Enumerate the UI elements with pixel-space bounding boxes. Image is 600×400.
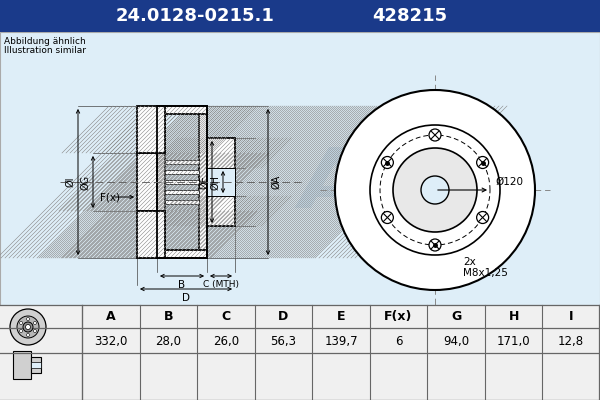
Circle shape: [382, 212, 394, 224]
Text: E: E: [337, 310, 345, 323]
Bar: [165, 200, 199, 204]
Text: 428215: 428215: [373, 7, 448, 25]
Circle shape: [25, 324, 31, 330]
Circle shape: [382, 156, 394, 168]
Text: 2x: 2x: [463, 257, 476, 267]
Bar: [137, 211, 165, 258]
Bar: [13, 351, 31, 379]
Bar: [0, 32, 600, 305]
Text: 94,0: 94,0: [443, 335, 469, 348]
Text: F(x): F(x): [100, 192, 120, 202]
Bar: [207, 168, 235, 196]
Bar: [157, 250, 207, 258]
Text: 332,0: 332,0: [94, 335, 127, 348]
Circle shape: [26, 334, 29, 336]
Circle shape: [20, 322, 23, 324]
Text: ATE: ATE: [300, 144, 470, 226]
Text: F(x): F(x): [385, 310, 413, 323]
Text: 56,3: 56,3: [271, 335, 296, 348]
Text: ØA: ØA: [271, 175, 281, 189]
Bar: [157, 106, 207, 114]
Text: 171,0: 171,0: [497, 335, 530, 348]
Text: ØG: ØG: [80, 174, 90, 190]
Circle shape: [34, 322, 37, 324]
Bar: [157, 106, 165, 258]
Text: Ø120: Ø120: [495, 177, 523, 187]
Bar: [31, 362, 41, 368]
Text: C: C: [221, 310, 230, 323]
Text: ØE: ØE: [199, 175, 209, 189]
Text: 26,0: 26,0: [213, 335, 239, 348]
Circle shape: [23, 322, 33, 332]
Bar: [165, 170, 199, 174]
Text: 12,8: 12,8: [558, 335, 584, 348]
Circle shape: [476, 156, 488, 168]
Text: G: G: [451, 310, 461, 323]
Text: H: H: [508, 310, 519, 323]
Text: B: B: [178, 280, 185, 290]
Bar: [157, 106, 207, 258]
Bar: [31, 357, 41, 373]
Bar: [207, 138, 235, 226]
Text: C (MTH): C (MTH): [203, 280, 239, 289]
Text: Abbildung ähnlich: Abbildung ähnlich: [4, 37, 86, 46]
Circle shape: [26, 318, 29, 320]
Bar: [0, 0, 600, 32]
Circle shape: [421, 176, 449, 204]
Text: B: B: [164, 310, 173, 323]
Text: Illustration similar: Illustration similar: [4, 46, 86, 55]
Text: I: I: [569, 310, 574, 323]
Circle shape: [429, 239, 441, 251]
Circle shape: [393, 148, 477, 232]
Text: D: D: [182, 293, 190, 303]
Text: 139,7: 139,7: [324, 335, 358, 348]
Text: D: D: [278, 310, 289, 323]
Bar: [0, 305, 600, 400]
Bar: [137, 153, 157, 211]
Circle shape: [34, 330, 37, 332]
Bar: [137, 106, 165, 153]
Bar: [165, 160, 199, 164]
Text: 24.0128-0215.1: 24.0128-0215.1: [116, 7, 274, 25]
Text: ØH: ØH: [210, 174, 220, 190]
Text: 6: 6: [395, 335, 403, 348]
Circle shape: [17, 316, 39, 338]
Circle shape: [335, 90, 535, 290]
Circle shape: [429, 129, 441, 141]
Text: A: A: [106, 310, 116, 323]
Bar: [165, 180, 199, 184]
Circle shape: [10, 309, 46, 345]
Circle shape: [370, 125, 500, 255]
Bar: [199, 106, 207, 258]
Bar: [165, 190, 199, 194]
Circle shape: [476, 212, 488, 224]
Text: M8x1,25: M8x1,25: [463, 268, 508, 278]
Text: ØI: ØI: [65, 177, 75, 187]
Circle shape: [20, 330, 23, 332]
Text: 28,0: 28,0: [155, 335, 181, 348]
